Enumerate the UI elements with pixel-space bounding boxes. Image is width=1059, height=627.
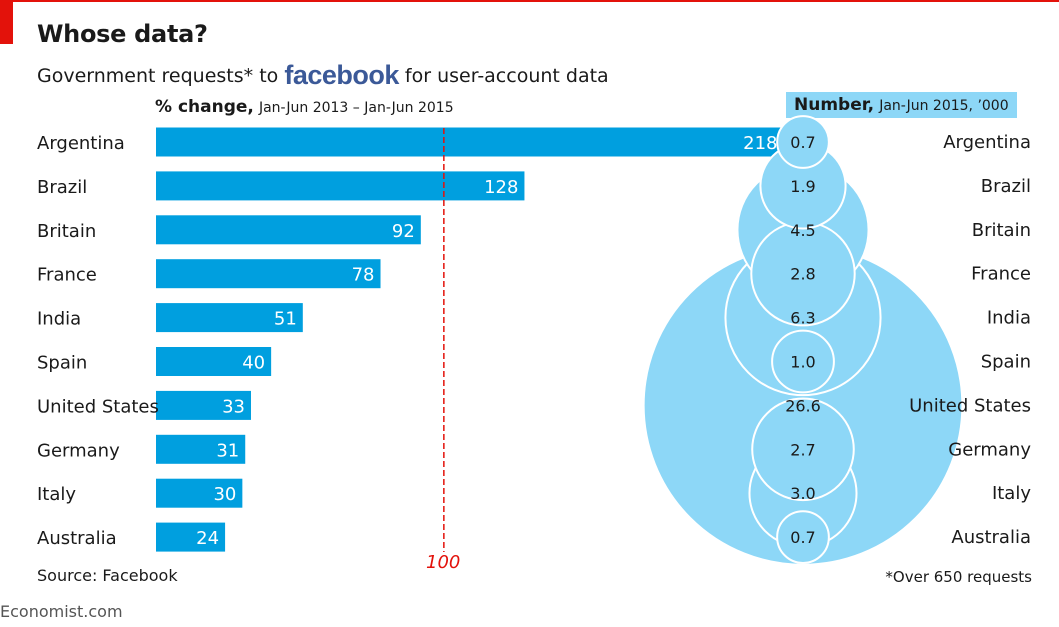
bubble-australia xyxy=(776,510,830,564)
bubble-category-label: Brazil xyxy=(981,176,1031,197)
red-tag xyxy=(0,0,13,44)
bubble-argentina xyxy=(776,115,830,169)
bar-spain xyxy=(156,347,272,376)
bar-italy xyxy=(156,478,243,508)
bar-category-label: India xyxy=(37,309,81,330)
bar-value-label: 51 xyxy=(274,309,297,330)
bar-value-label: 31 xyxy=(216,440,239,461)
bubble-header-bold: Number, xyxy=(794,95,875,115)
subtitle-text-pre: Government requests* to xyxy=(37,65,279,87)
bubble-value-label: 1.9 xyxy=(790,177,815,196)
bubble-category-label: Argentina xyxy=(943,132,1031,153)
chart-subtitle: Government requests* to facebook for use… xyxy=(37,58,609,90)
bubble-value-label: 1.0 xyxy=(790,353,815,372)
bar-category-label: France xyxy=(37,265,97,286)
bubble-category-label: France xyxy=(971,264,1031,285)
bar-chart-header: % change, Jan-Jun 2013 – Jan-Jun 2015 xyxy=(155,97,454,117)
bar-value-label: 218 xyxy=(743,133,777,154)
bar-value-label: 30 xyxy=(213,484,236,505)
bubble-category-label: Spain xyxy=(981,352,1031,373)
bubble-category-label: India xyxy=(987,308,1031,329)
bubble-value-label: 26.6 xyxy=(785,396,821,415)
facebook-logo: facebook xyxy=(284,60,399,90)
bar-australia xyxy=(156,522,226,552)
bar-header-range: Jan-Jun 2013 – Jan-Jun 2015 xyxy=(258,100,454,116)
bubble-value-label: 2.7 xyxy=(790,440,815,459)
bubble-category-label: Germany xyxy=(948,439,1031,460)
bar-value-label: 24 xyxy=(196,528,219,549)
bubble-germany xyxy=(751,397,855,502)
chart-title: Whose data? xyxy=(37,20,208,48)
bar-category-label: Italy xyxy=(37,484,76,505)
bar-category-label: United States xyxy=(37,396,159,417)
bar-value-label: 128 xyxy=(484,177,518,198)
bubble-category-label: Italy xyxy=(992,483,1031,504)
footnote: *Over 650 requests xyxy=(885,568,1032,586)
bubble-value-label: 4.5 xyxy=(790,221,815,240)
bar-category-label: Germany xyxy=(37,440,120,461)
bar-britain xyxy=(156,215,421,245)
bar-argentina xyxy=(156,127,784,157)
bar-value-label: 33 xyxy=(222,396,245,417)
reference-line-label: 100 xyxy=(426,552,461,573)
bar-category-label: Australia xyxy=(37,528,117,549)
bar-value-label: 92 xyxy=(392,221,415,242)
bar-brazil xyxy=(156,171,525,201)
brand-credit: Economist.com xyxy=(0,602,123,621)
bubble-category-label: Australia xyxy=(951,527,1031,548)
bar-category-label: Brazil xyxy=(37,177,87,198)
bar-category-label: Britain xyxy=(37,221,96,242)
bar-category-label: Argentina xyxy=(37,133,125,154)
bubble-value-label: 0.7 xyxy=(790,133,815,152)
bar-germany xyxy=(156,434,246,464)
bar-value-label: 78 xyxy=(352,265,375,286)
bubble-category-label: Britain xyxy=(972,220,1031,241)
source-note: Source: Facebook xyxy=(37,566,178,585)
bubble-category-label: United States xyxy=(909,395,1031,416)
bar-header-bold: % change, xyxy=(155,97,254,117)
bubble-value-label: 0.7 xyxy=(790,528,815,547)
bar-category-label: Spain xyxy=(37,353,87,374)
bar-value-label: 40 xyxy=(242,353,265,374)
bubble-value-label: 6.3 xyxy=(790,309,815,328)
bubble-spain xyxy=(771,329,835,394)
bubble-value-label: 3.0 xyxy=(790,484,815,503)
bar-india xyxy=(156,303,303,333)
bubble-header-range: Jan-Jun 2015, ’000 xyxy=(879,98,1009,114)
top-rule xyxy=(0,0,1059,2)
bar-france xyxy=(156,259,381,289)
subtitle-text-post: for user-account data xyxy=(404,65,609,87)
bar-united-states xyxy=(156,390,251,420)
bubble-chart-header: Number, Jan-Jun 2015, ’000 xyxy=(786,92,1017,118)
bubble-value-label: 2.8 xyxy=(790,265,815,284)
